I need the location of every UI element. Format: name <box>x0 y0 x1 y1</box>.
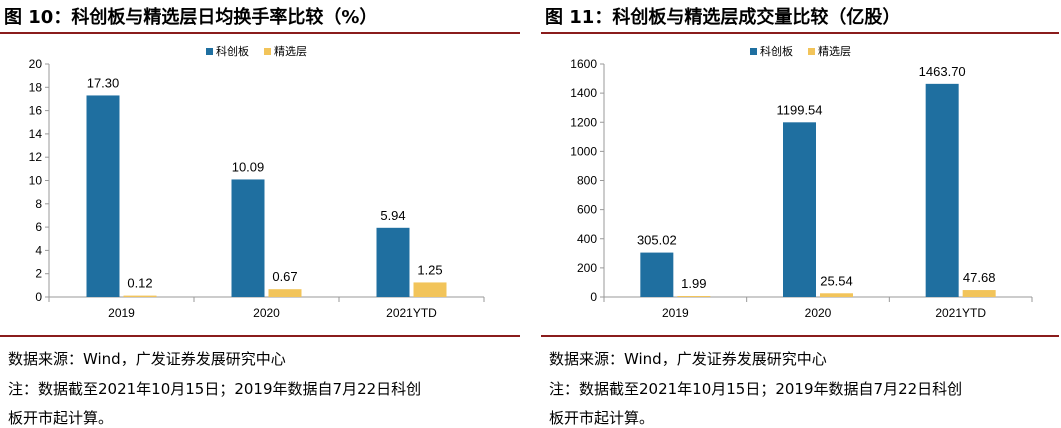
left-top-rule <box>0 32 520 34</box>
left-x-tick-label: 2020 <box>253 306 280 320</box>
right-source-text: 数据来源：Wind，广发证券发展研究中心 <box>549 350 827 368</box>
right-data-label: 25.54 <box>820 273 853 288</box>
right-x-tick-label: 2020 <box>805 306 832 320</box>
left-legend-swatch <box>206 48 213 55</box>
right-y-tick-label: 1000 <box>570 144 597 158</box>
left-bar-jxc <box>123 295 157 297</box>
right-y-tick-label: 400 <box>577 232 597 246</box>
left-y-tick-label: 20 <box>29 57 43 71</box>
right-y-tick-label: 1200 <box>570 115 597 129</box>
right-note-line-2: 板开市起计算。 <box>549 409 655 427</box>
right-bottom-rule <box>541 335 1059 337</box>
left-y-tick-label: 10 <box>29 174 43 188</box>
left-y-tick-label: 18 <box>29 80 43 94</box>
right-figure-panel: 图 11：科创板与精选层成交量比较（亿股） 0 200 400 600 800 1000 1… <box>541 0 1061 428</box>
left-y-tick-label: 2 <box>35 267 42 281</box>
right-chart: 0 200 400 600 800 1000 1200 1400 1600 2019 305.02 1… <box>570 44 1033 320</box>
right-legend-swatch <box>750 48 757 55</box>
left-y-tick-label: 0 <box>35 290 42 304</box>
right-legend-swatch <box>808 48 815 55</box>
right-bar-kcb <box>640 252 674 297</box>
right-note-line-1: 注：数据截至2021年10月15日；2019年数据自7月22日科创 <box>549 380 963 398</box>
right-figure-title: 图 11：科创板与精选层成交量比较（亿股） <box>545 7 901 28</box>
right-data-label: 305.02 <box>637 233 677 248</box>
left-bottom-rule <box>0 335 520 337</box>
right-legend-label: 科创板 <box>760 44 793 58</box>
left-legend-label: 科创板 <box>216 44 249 58</box>
right-y-tick-label: 1600 <box>570 57 597 71</box>
right-y-tick-label: 600 <box>577 203 597 217</box>
left-x-tick-label: 2019 <box>108 306 135 320</box>
left-data-label: 5.94 <box>380 208 405 223</box>
right-bar-kcb <box>783 122 816 297</box>
left-y-tick-label: 16 <box>29 104 43 118</box>
left-chart: 0 2 4 6 8 10 12 14 16 18 20 2019 17.30 0.12 2020 10.09 0… <box>29 44 485 320</box>
right-x-tick-label: 2021YTD <box>935 306 986 320</box>
left-bar-kcb <box>376 227 410 297</box>
left-data-label: 1.25 <box>417 262 442 277</box>
right-bar-jxc <box>820 293 853 297</box>
left-figure-title: 图 10：科创板与精选层日均换手率比较（%） <box>4 7 378 28</box>
left-bar-kcb <box>231 179 265 297</box>
left-legend-label: 精选层 <box>274 45 307 58</box>
right-legend-label: 精选层 <box>818 45 851 58</box>
left-data-label: 0.12 <box>127 276 152 291</box>
left-data-label: 17.30 <box>87 75 120 90</box>
left-note-line-2: 板开市起计算。 <box>8 409 114 427</box>
left-data-label: 10.09 <box>232 159 265 174</box>
left-y-tick-label: 4 <box>35 243 42 257</box>
left-bar-jxc <box>413 282 447 297</box>
right-y-tick-label: 0 <box>590 290 597 304</box>
right-bar-kcb <box>925 83 959 297</box>
right-data-label: 47.68 <box>963 270 996 285</box>
right-y-tick-label: 200 <box>577 261 597 275</box>
left-bar-jxc <box>268 289 302 297</box>
left-x-tick-label: 2021YTD <box>386 306 437 320</box>
right-bar-jxc <box>677 296 711 297</box>
left-figure-panel: 图 10：科创板与精选层日均换手率比较（%） 0 2 4 6 8 10 12 14 16 18 20… <box>0 0 520 428</box>
left-y-tick-label: 6 <box>35 220 42 234</box>
left-data-label: 0.67 <box>272 269 297 284</box>
left-y-tick-label: 12 <box>29 150 43 164</box>
right-y-tick-label: 1400 <box>570 86 597 100</box>
left-bar-kcb <box>86 95 120 297</box>
left-legend-swatch <box>264 48 271 55</box>
right-y-tick-label: 800 <box>577 174 597 188</box>
right-data-label: 1463.70 <box>919 64 966 79</box>
left-y-tick-label: 14 <box>29 127 43 141</box>
left-note-line-1: 注：数据截至2021年10月15日；2019年数据自7月22日科创 <box>8 380 422 398</box>
right-top-rule <box>541 32 1059 34</box>
right-bar-jxc <box>962 290 996 297</box>
left-source-text: 数据来源：Wind，广发证券发展研究中心 <box>8 350 286 368</box>
right-x-tick-label: 2019 <box>662 306 689 320</box>
right-data-label: 1199.54 <box>776 102 822 117</box>
right-data-label: 1.99 <box>681 276 706 291</box>
left-y-tick-label: 8 <box>35 197 42 211</box>
